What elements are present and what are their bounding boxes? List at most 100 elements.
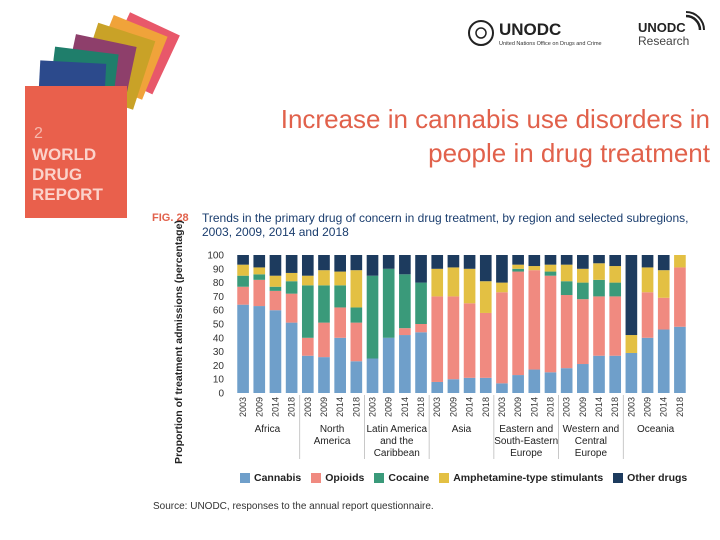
x-tick-label: 2003 <box>432 397 442 417</box>
bar-segment-cannabis <box>528 369 541 393</box>
legend-swatch <box>439 473 450 483</box>
y-tick-label: 60 <box>213 306 225 317</box>
research-arcs-icon <box>685 14 702 31</box>
un-emblem-icon <box>468 20 494 46</box>
x-tick-label: 2014 <box>594 397 604 417</box>
bar-segment-other-drugs <box>269 255 282 276</box>
bar-segment-cocaine <box>269 286 282 291</box>
bar-segment-cannabis <box>560 368 573 393</box>
group-label: Western and <box>563 424 620 435</box>
bar-segment-cannabis <box>318 357 330 393</box>
bar-segment-cannabis <box>609 355 622 393</box>
legend-item: Opioids <box>311 472 364 484</box>
legend-item: Cocaine <box>374 472 429 484</box>
bar-segment-amphetamine-type-stimulants <box>544 264 557 272</box>
bar-segment-cocaine <box>544 271 557 276</box>
bar-segment-other-drugs <box>560 255 573 265</box>
bar-segment-amphetamine-type-stimulants <box>318 270 330 286</box>
bar-segment-cannabis <box>641 337 654 393</box>
bar-segment-amphetamine-type-stimulants <box>431 268 444 297</box>
bar-segment-other-drugs <box>318 255 330 271</box>
bar-segment-amphetamine-type-stimulants <box>301 275 314 286</box>
bar-segment-opioids <box>577 299 589 365</box>
bar-segment-cannabis <box>285 322 298 393</box>
x-tick-label: 2014 <box>659 397 669 417</box>
x-tick-label: 2003 <box>626 397 636 417</box>
group-label: America <box>314 436 351 447</box>
group-label: Oceania <box>637 424 675 435</box>
x-tick-label: 2009 <box>448 397 458 417</box>
bar-segment-amphetamine-type-stimulants <box>463 268 476 304</box>
bar-segment-cannabis <box>577 364 589 393</box>
y-axis-label: Proportion of treatment admissions (perc… <box>173 220 185 464</box>
bar-segment-amphetamine-type-stimulants <box>269 275 282 287</box>
research-word: Research <box>638 34 689 48</box>
bar-segment-cocaine <box>366 275 379 359</box>
x-tick-label: 2009 <box>643 397 653 417</box>
bar-segment-other-drugs <box>431 255 444 269</box>
bar-segment-amphetamine-type-stimulants <box>350 270 363 308</box>
research-wordmark: UNODC <box>638 20 686 35</box>
bar-segment-cannabis <box>415 332 427 393</box>
x-tick-label: 2009 <box>319 397 329 417</box>
bar-segment-cocaine <box>593 279 605 297</box>
y-tick-label: 30 <box>213 347 225 358</box>
legend-label: Cannabis <box>254 472 302 484</box>
bar-segment-other-drugs <box>399 255 411 275</box>
legend-label: Opioids <box>325 472 365 484</box>
bar-segment-cocaine <box>301 285 314 338</box>
bar-segment-amphetamine-type-stimulants <box>560 264 573 282</box>
bar-segment-amphetamine-type-stimulants <box>253 267 266 275</box>
bar-segment-cocaine <box>382 268 395 338</box>
y-tick-label: 10 <box>213 375 225 386</box>
bar-segment-other-drugs <box>237 255 249 265</box>
group-label: North <box>320 424 344 435</box>
bar-segment-amphetamine-type-stimulants <box>528 266 541 271</box>
bar-segment-cocaine <box>560 281 573 296</box>
bar-segment-cannabis <box>674 326 686 393</box>
bar-segment-opioids <box>512 271 524 376</box>
legend-item: Amphetamine-type stimulants <box>439 472 603 484</box>
group-label: Latin America <box>366 424 427 435</box>
bar-segment-amphetamine-type-stimulants <box>285 272 298 282</box>
bar-segment-other-drugs <box>301 255 314 276</box>
x-tick-label: 2014 <box>335 397 345 417</box>
x-tick-label: 2018 <box>351 397 361 417</box>
cover-word-3: REPORT <box>32 185 103 204</box>
x-tick-label: 2009 <box>254 397 264 417</box>
unodc-logo: UNODC United Nations Office on Drugs and… <box>468 20 602 47</box>
bar-segment-cocaine <box>253 274 266 280</box>
cover-word-1: WORLD <box>32 145 96 164</box>
bar-segment-cannabis <box>496 383 508 393</box>
bar-segment-opioids <box>463 303 476 378</box>
bar-segment-other-drugs <box>625 255 638 336</box>
bar-segment-other-drugs <box>447 255 460 268</box>
y-tick-label: 80 <box>213 278 225 289</box>
bar-segment-cannabis <box>237 304 249 393</box>
bar-segment-other-drugs <box>415 255 427 283</box>
x-tick-label: 2018 <box>416 397 426 417</box>
bar-segment-opioids <box>350 322 363 362</box>
bar-segment-cannabis <box>447 379 460 393</box>
bar-segment-opioids <box>415 324 427 333</box>
x-tick-label: 2003 <box>368 397 378 417</box>
y-tick-label: 0 <box>218 389 224 400</box>
y-tick-label: 20 <box>213 361 225 372</box>
group-label: Eastern and <box>499 424 553 435</box>
bar-segment-amphetamine-type-stimulants <box>674 255 686 268</box>
bar-segment-opioids <box>301 337 314 356</box>
x-tick-label: 2003 <box>497 397 507 417</box>
bar-segment-cannabis <box>463 377 476 393</box>
group-label: Asia <box>452 424 472 435</box>
bar-segment-opioids <box>334 307 346 338</box>
bar-segment-cannabis <box>544 372 557 393</box>
x-tick-label: 2014 <box>465 397 475 417</box>
legend-item: Cannabis <box>240 472 301 484</box>
bar-segment-other-drugs <box>528 255 541 267</box>
legend-item: Other drugs <box>613 472 687 484</box>
cover-number: 2 <box>34 125 43 142</box>
bar-segment-amphetamine-type-stimulants <box>641 267 654 293</box>
unodc-wordmark: UNODC <box>499 20 561 39</box>
x-tick-label: 2014 <box>270 397 280 417</box>
bar-segment-cannabis <box>350 361 363 393</box>
